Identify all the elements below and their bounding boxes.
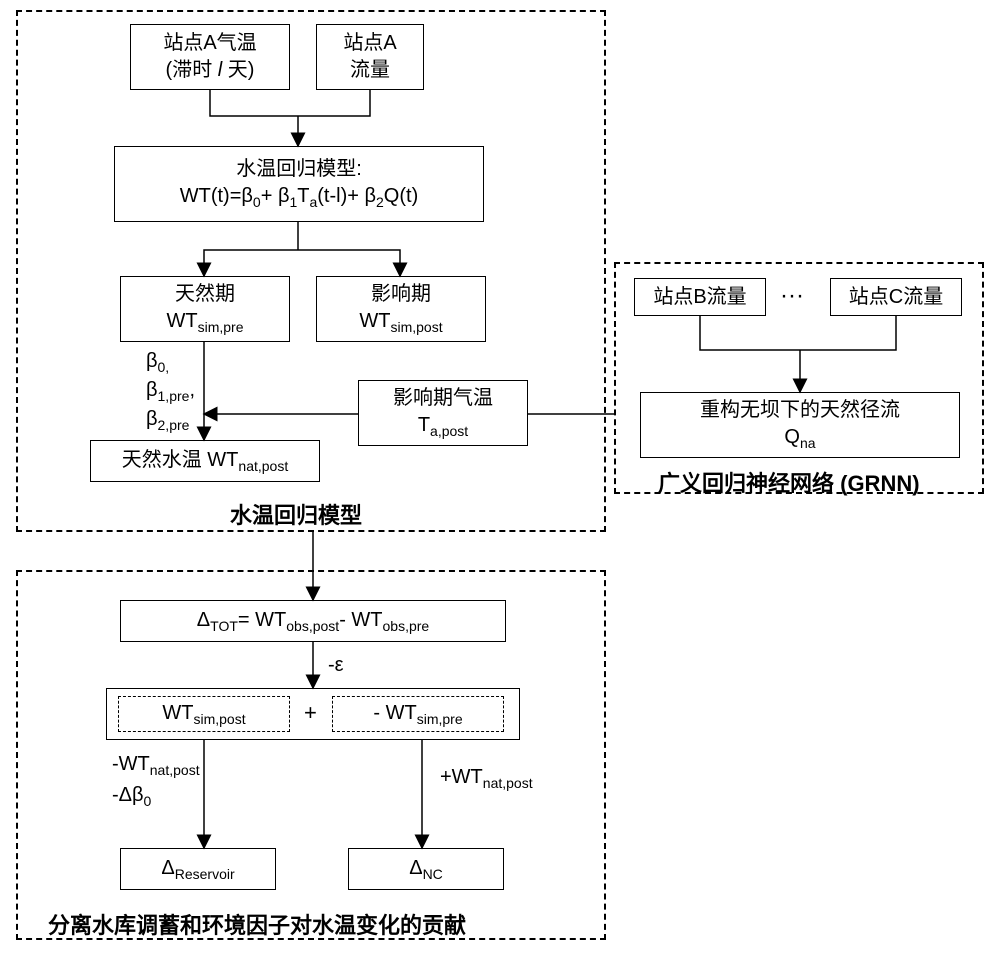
box-post-l2: WTsim,post [359, 308, 442, 337]
box-qna-l1: 重构无坝下的天然径流 [700, 397, 900, 424]
box-tempA: 站点A气温 (滞时 l 天) [130, 24, 290, 90]
box-flowB-l1: 站点B流量 [653, 284, 746, 311]
box-pre-l2: WTsim,pre [167, 308, 244, 337]
annot-betas: β0, β1,pre, β2,pre [146, 348, 195, 435]
box-dnc: ΔNC [348, 848, 504, 890]
panel-contrib-title: 分离水库调蓄和环境因子对水温变化的贡献 [48, 908, 466, 940]
box-dtot-l1: ΔTOT= WTobs,post- WTobs,pre [197, 607, 429, 636]
box-tapost-l1: 影响期气温 [393, 385, 493, 412]
box-flowC: 站点C流量 [830, 278, 962, 316]
box-flowB: 站点B流量 [634, 278, 766, 316]
panel-grnn-title: 广义回归神经网络 (GRNN) [658, 466, 920, 498]
box-reg-formula: WT(t)=β0+ β1Ta(t-l)+ β2Q(t) [180, 183, 418, 212]
box-combo-r-txt: - WTsim,pre [373, 702, 462, 727]
box-reg: 水温回归模型: WT(t)=β0+ β1Ta(t-l)+ β2Q(t) [114, 146, 484, 222]
box-dnc-l1: ΔNC [409, 855, 443, 884]
box-flowA-l2: 流量 [350, 57, 390, 84]
box-dres-l1: ΔReservoir [161, 855, 234, 884]
ellipsis: ··· [780, 282, 804, 310]
box-flowC-l1: 站点C流量 [849, 284, 943, 311]
box-pre-l1: 天然期 [175, 281, 235, 308]
box-combo-l-txt: WTsim,post [162, 702, 245, 727]
box-dres: ΔReservoir [120, 848, 276, 890]
box-tempA-l1: 站点A气温 [163, 30, 256, 57]
box-reg-l1: 水温回归模型: [236, 156, 362, 183]
plus-sign: + [304, 700, 317, 726]
box-tapost-l2: Ta,post [418, 412, 468, 441]
box-post-l1: 影响期 [371, 281, 431, 308]
box-qna-l2: Qna [784, 424, 815, 453]
panel-wtr-title: 水温回归模型 [230, 498, 362, 530]
box-wtnat: 天然水温 WTnat,post [90, 440, 320, 482]
box-tempA-l2: (滞时 l 天) [166, 57, 255, 84]
box-pre: 天然期 WTsim,pre [120, 276, 290, 342]
box-qna: 重构无坝下的天然径流 Qna [640, 392, 960, 458]
box-dtot: ΔTOT= WTobs,post- WTobs,pre [120, 600, 506, 642]
box-tapost: 影响期气温 Ta,post [358, 380, 528, 446]
box-wtnat-l1: 天然水温 WTnat,post [122, 447, 288, 476]
box-flowA-l1: 站点A [343, 30, 396, 57]
box-combo-l: WTsim,post [118, 696, 290, 732]
box-combo-r: - WTsim,pre [332, 696, 504, 732]
annot-right: +WTnat,post [440, 766, 533, 791]
box-post: 影响期 WTsim,post [316, 276, 486, 342]
box-flowA: 站点A 流量 [316, 24, 424, 90]
annot-eps: -ε [328, 654, 344, 677]
annot-left: -WTnat,post -Δβ0 [112, 750, 200, 811]
